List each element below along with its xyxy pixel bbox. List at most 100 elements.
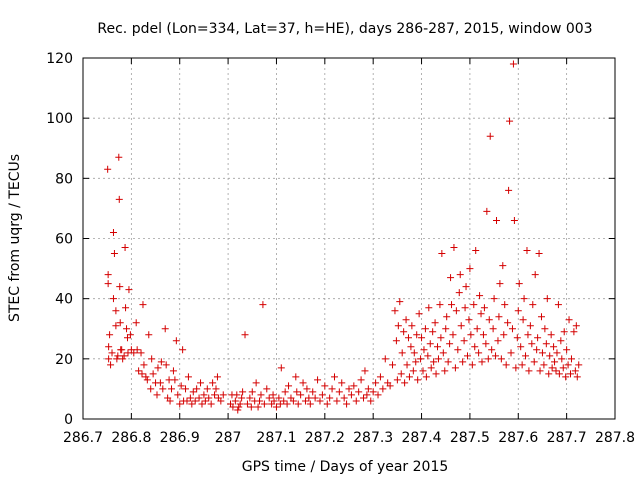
data-point xyxy=(174,391,182,399)
data-point xyxy=(555,370,563,378)
data-point xyxy=(122,304,130,312)
data-point xyxy=(169,367,177,375)
data-point xyxy=(118,346,126,354)
data-point xyxy=(447,274,455,282)
data-point xyxy=(448,301,456,309)
data-point xyxy=(352,397,360,405)
data-point xyxy=(243,400,251,408)
data-point xyxy=(247,403,255,411)
data-point xyxy=(314,376,322,384)
data-point xyxy=(294,400,302,408)
data-point xyxy=(431,319,439,327)
data-point xyxy=(537,313,545,321)
data-point xyxy=(466,265,474,273)
data-point xyxy=(171,376,179,384)
data-point xyxy=(541,325,549,333)
data-point xyxy=(507,349,515,357)
data-point xyxy=(462,283,470,291)
data-point xyxy=(528,340,536,348)
data-point xyxy=(345,385,353,393)
data-point xyxy=(299,379,307,387)
data-point xyxy=(148,355,156,363)
data-point xyxy=(523,247,531,255)
data-point xyxy=(367,397,375,405)
data-point xyxy=(168,385,176,393)
data-point xyxy=(107,361,115,369)
plot-frame xyxy=(82,57,616,420)
data-point xyxy=(270,397,278,405)
data-point xyxy=(161,325,169,333)
data-point xyxy=(209,379,217,387)
data-point xyxy=(543,295,551,303)
data-point xyxy=(513,334,521,342)
y-tick-label: 120 xyxy=(46,51,73,67)
data-point xyxy=(461,304,469,312)
data-point xyxy=(508,325,516,333)
y-tick-label: 20 xyxy=(55,352,73,368)
data-point xyxy=(494,337,502,345)
data-point xyxy=(350,382,358,390)
data-point xyxy=(393,376,401,384)
data-point xyxy=(321,382,329,390)
data-point xyxy=(311,394,319,402)
data-point xyxy=(116,319,124,327)
data-point xyxy=(172,337,180,345)
x-tick-label: 287.1 xyxy=(256,430,296,446)
data-point xyxy=(499,262,507,270)
data-point xyxy=(408,322,416,330)
data-point xyxy=(548,364,556,372)
data-point xyxy=(546,352,554,360)
data-point xyxy=(482,340,490,348)
data-point xyxy=(120,352,128,360)
data-point xyxy=(536,367,544,375)
data-point xyxy=(493,216,501,224)
data-point xyxy=(560,328,568,336)
data-point xyxy=(564,361,572,369)
data-point xyxy=(553,349,561,357)
x-tick-label: 287 xyxy=(215,430,242,446)
data-point xyxy=(573,373,581,381)
data-point xyxy=(123,334,131,342)
data-point xyxy=(316,397,324,405)
data-point xyxy=(500,331,508,339)
data-point xyxy=(239,388,247,396)
axis-ticks: 286.7 286.8 286.9 287 287.1 287.2 287.3 287.4 28… xyxy=(46,51,635,446)
data-point xyxy=(518,361,526,369)
data-point xyxy=(333,397,341,405)
data-point xyxy=(265,394,273,402)
data-point xyxy=(547,331,555,339)
data-point xyxy=(166,397,174,405)
data-point xyxy=(545,370,553,378)
data-point xyxy=(211,391,219,399)
data-point xyxy=(514,307,522,315)
data-point xyxy=(277,364,285,372)
data-point xyxy=(142,373,150,381)
data-point xyxy=(105,355,113,363)
data-point xyxy=(477,310,485,318)
data-point xyxy=(355,388,363,396)
data-point xyxy=(176,400,184,408)
data-point xyxy=(567,370,575,378)
data-point xyxy=(104,165,112,173)
data-point xyxy=(519,316,527,324)
data-point xyxy=(533,346,541,354)
data-point xyxy=(200,391,208,399)
data-point xyxy=(104,280,112,288)
data-point xyxy=(318,391,326,399)
data-point xyxy=(143,376,151,384)
data-point xyxy=(330,373,338,381)
data-point xyxy=(473,325,481,333)
data-point xyxy=(425,304,433,312)
data-point xyxy=(512,364,520,372)
data-point xyxy=(123,325,131,333)
data-point xyxy=(504,319,512,327)
data-point xyxy=(575,361,583,369)
data-point xyxy=(562,373,570,381)
data-point xyxy=(502,361,510,369)
data-point xyxy=(248,388,256,396)
grid-lines xyxy=(83,58,615,419)
data-point xyxy=(559,364,567,372)
data-point xyxy=(183,397,191,405)
data-point xyxy=(360,394,368,402)
data-point xyxy=(191,397,199,405)
